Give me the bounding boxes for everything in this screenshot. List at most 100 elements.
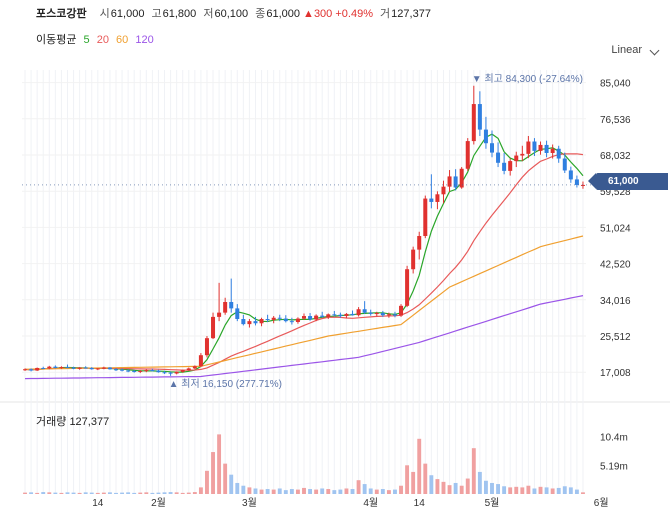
change-pct: +0.49% xyxy=(335,8,373,20)
volume-bar xyxy=(35,492,40,494)
candle-body xyxy=(113,369,119,371)
candle xyxy=(120,368,125,372)
volume-bar xyxy=(308,489,313,494)
volume-bar xyxy=(253,488,258,494)
price-axis-label: 59,528 xyxy=(600,187,631,198)
price-axis-label: 34,016 xyxy=(600,296,631,307)
candle-body xyxy=(489,143,495,153)
candle xyxy=(77,367,82,370)
volume-bar xyxy=(326,489,331,494)
volume-bar xyxy=(283,490,288,494)
candle xyxy=(144,369,149,373)
ma-legend-120: 120 xyxy=(135,34,154,46)
candle-body xyxy=(89,367,94,370)
x-axis-label: 5월 xyxy=(485,497,500,509)
volume-bar xyxy=(520,487,525,494)
volume-bar xyxy=(277,488,282,494)
candle xyxy=(217,282,222,322)
candle-body xyxy=(453,176,458,188)
candle-body xyxy=(247,321,252,325)
candle xyxy=(289,317,294,325)
candle-body xyxy=(35,367,40,371)
ma-legend-20: 20 xyxy=(96,34,109,46)
candle-body xyxy=(538,144,543,151)
volume-bar xyxy=(144,492,149,494)
volume-bar xyxy=(399,485,403,494)
candle-body xyxy=(204,338,209,356)
volume-bar xyxy=(156,492,161,494)
candle-body xyxy=(71,367,76,369)
volume-bar xyxy=(126,492,131,494)
candle xyxy=(156,369,161,373)
candle-body xyxy=(429,198,434,202)
volume-bar xyxy=(550,488,555,494)
candle xyxy=(198,353,203,368)
candle xyxy=(277,314,282,322)
volume-bar xyxy=(180,492,185,494)
candle xyxy=(538,141,543,155)
candle xyxy=(532,138,537,156)
candle-body xyxy=(83,367,88,369)
volume-bar xyxy=(544,487,549,494)
volume-bar xyxy=(532,488,537,494)
vertical-grid xyxy=(24,70,584,494)
volume-bar xyxy=(538,486,543,494)
candle xyxy=(168,371,173,376)
candle-body xyxy=(526,141,531,154)
candle xyxy=(229,278,234,313)
volume-bar xyxy=(562,486,567,494)
price-axis-label: 76,536 xyxy=(600,115,631,126)
candle xyxy=(320,311,325,318)
candle xyxy=(441,180,446,204)
candle xyxy=(465,138,470,171)
volume-bar xyxy=(65,492,70,494)
volume-bar xyxy=(217,434,222,494)
candle-body xyxy=(441,186,446,195)
candle xyxy=(411,246,416,274)
candle-body xyxy=(368,312,373,314)
scale-selector[interactable]: Linear xyxy=(611,44,642,56)
candle xyxy=(423,195,428,239)
volume-bar xyxy=(29,492,34,494)
candle xyxy=(83,366,88,369)
candle-body xyxy=(283,318,288,322)
volume-bar xyxy=(71,492,76,494)
candle xyxy=(489,130,495,158)
volume-bar xyxy=(241,485,246,494)
volume-bar xyxy=(83,492,88,494)
volume-bar xyxy=(192,492,197,494)
candle xyxy=(356,307,361,317)
candle xyxy=(386,312,391,318)
candle-body xyxy=(180,370,185,372)
volume-bar xyxy=(138,492,143,494)
candle-body xyxy=(29,369,34,371)
candle xyxy=(138,370,143,374)
candle-body xyxy=(101,367,106,369)
volume-bar xyxy=(429,475,434,494)
x-axis-label: 6월 xyxy=(594,497,609,509)
candle xyxy=(265,314,270,322)
candle xyxy=(556,145,561,163)
candle xyxy=(283,315,288,323)
candle xyxy=(392,311,397,318)
volume-bar xyxy=(453,482,458,494)
volume-bar xyxy=(574,489,579,494)
candle-body xyxy=(65,367,70,369)
candle-body xyxy=(277,317,282,319)
candle-body xyxy=(41,367,46,369)
candle-body xyxy=(459,168,464,188)
close-value: 61,000 xyxy=(266,8,300,20)
ma-legend-60: 60 xyxy=(116,34,129,46)
candle-body xyxy=(138,370,143,372)
candle-body xyxy=(295,318,300,322)
candle-body xyxy=(338,314,343,317)
volume-bar xyxy=(423,463,428,494)
volume-bar xyxy=(417,438,422,494)
volume-bar xyxy=(77,492,82,494)
price-axis-label: 51,024 xyxy=(600,223,631,234)
candle-body xyxy=(308,316,313,320)
volume-bar xyxy=(132,492,137,494)
ma-legend[interactable]: 이동평균 5 20 60 120 xyxy=(36,31,158,47)
candle xyxy=(453,169,458,191)
